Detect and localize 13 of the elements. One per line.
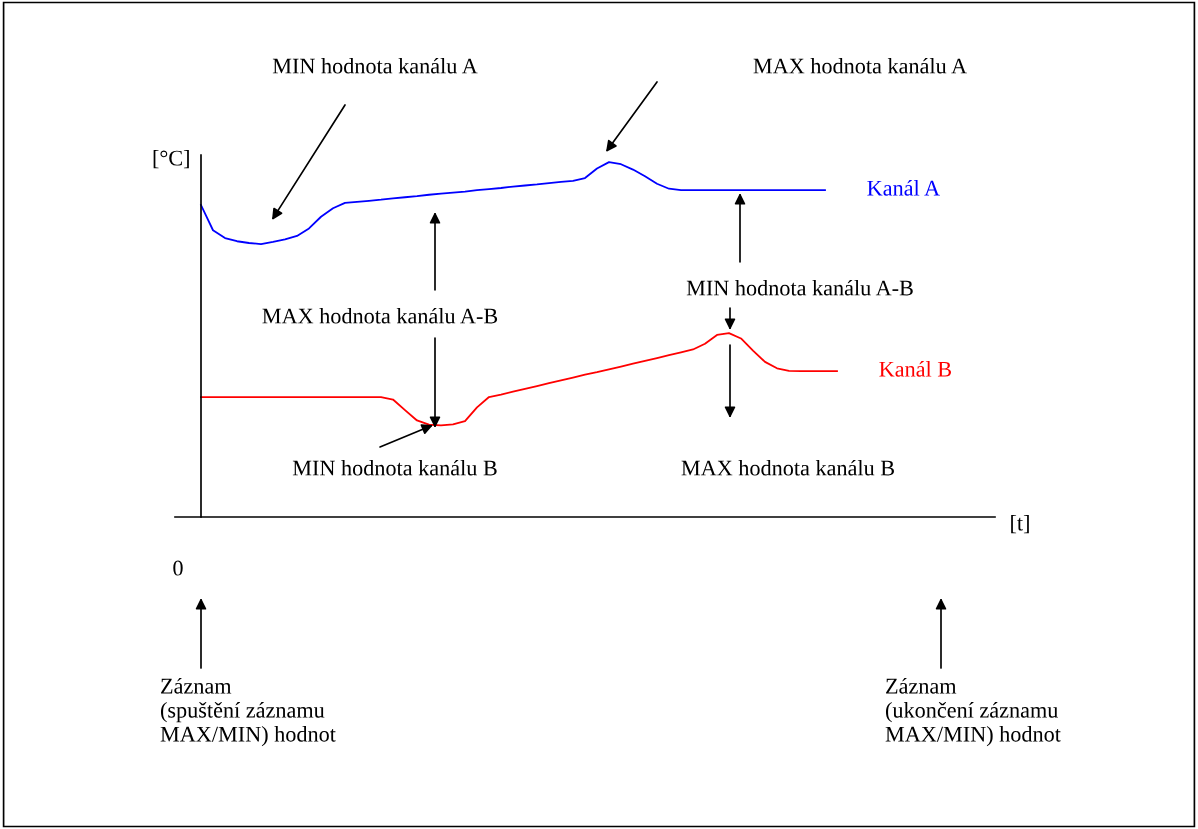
series-label: Kanál B xyxy=(879,361,952,377)
annotation: MAX hodnota kanálu A-B xyxy=(262,307,498,324)
y-axis-title: [°C] xyxy=(153,149,189,169)
annotation: MIN hodnota kanálu A-B xyxy=(686,279,913,296)
text: Záznam (spuštění záznamu MAX/MIN) hodnot xyxy=(160,677,336,747)
annotation: MIN hodnota kanálu B xyxy=(292,459,497,476)
series-label: Kanál A xyxy=(867,180,940,196)
text: MAX hodnota kanálu A xyxy=(753,57,967,74)
annotation: MAX hodnota kanálu B xyxy=(681,459,894,476)
text: [t] xyxy=(1011,514,1029,534)
text: Záznam (ukončení záznamu MAX/MIN) hodnot xyxy=(885,677,1061,747)
text: MIN hodnota kanálu A xyxy=(272,57,478,74)
text: 0 xyxy=(173,560,183,576)
